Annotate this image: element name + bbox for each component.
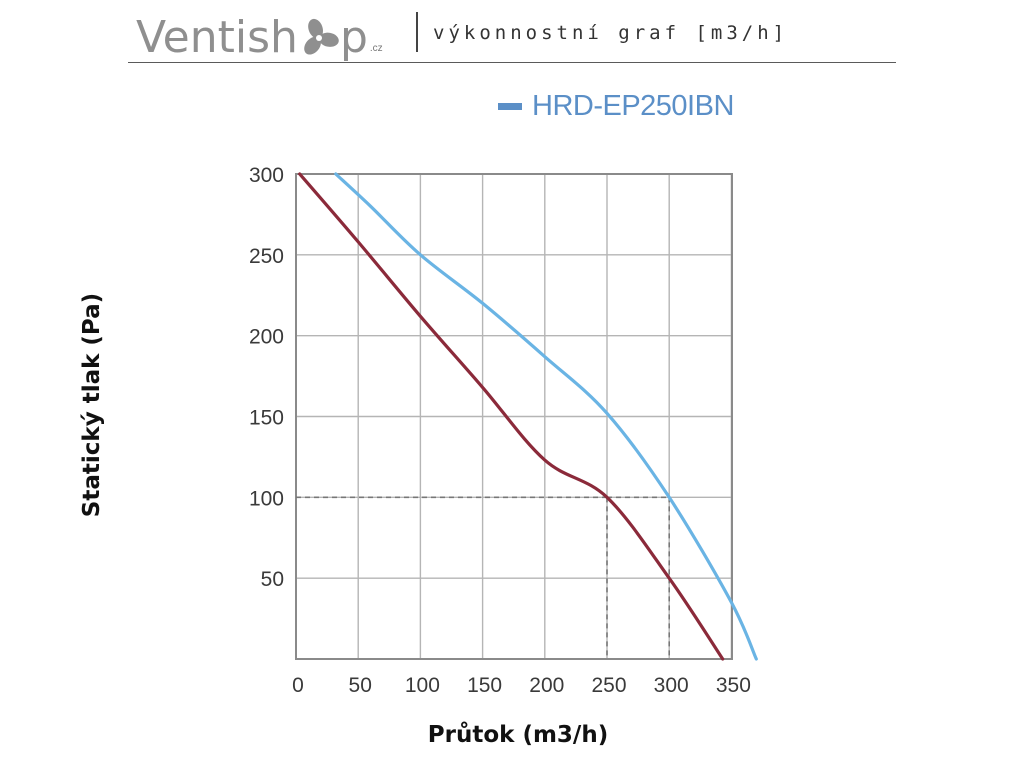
header-divider xyxy=(416,12,418,52)
fan-blade-icon xyxy=(299,18,339,58)
y-tick-label: 300 xyxy=(249,164,284,187)
x-tick-label: 350 xyxy=(716,674,751,697)
brand-tld: .cz xyxy=(369,43,383,54)
x-tick-label: 100 xyxy=(405,674,440,697)
x-tick-label: 300 xyxy=(654,674,689,697)
brand-text-right: p xyxy=(339,12,368,63)
legend-label: HRD-EP250IBN xyxy=(532,90,734,122)
x-tick-label: 50 xyxy=(349,674,372,697)
y-tick-label: 200 xyxy=(249,326,284,349)
x-tick-label: 250 xyxy=(591,674,626,697)
chart-series xyxy=(298,172,758,661)
header-subtitle: výkonnostní graf [m3/h] xyxy=(433,22,789,44)
x-tick-label: 150 xyxy=(467,674,502,697)
brand-logo: Ventish p .cz xyxy=(136,4,383,60)
brand-text-left: Ventish xyxy=(136,12,298,63)
plot-frame xyxy=(295,173,733,660)
x-tick-label: 200 xyxy=(529,674,564,697)
legend-swatch xyxy=(498,103,522,110)
y-tick-label: 50 xyxy=(261,568,284,591)
x-axis-title: Průtok (m3/h) xyxy=(427,722,609,748)
y-tick-label: 150 xyxy=(249,407,284,430)
series-line-blue xyxy=(334,172,758,661)
y-tick-label: 250 xyxy=(249,245,284,268)
y-axis-title: Statický tlak (Pa) xyxy=(79,292,105,518)
reference-lines xyxy=(296,496,671,659)
x-tick-label: 0 xyxy=(292,674,304,697)
series-line-red xyxy=(298,172,725,661)
header: Ventish p .cz výkonnostní graf [m3/h] xyxy=(128,0,896,63)
tick-labels: 50 100 150 200 250 300 0 50 100 150 200 250 300 350 xyxy=(249,164,751,697)
chart-legend: HRD-EP250IBN xyxy=(498,90,734,123)
y-tick-label: 100 xyxy=(249,487,284,510)
